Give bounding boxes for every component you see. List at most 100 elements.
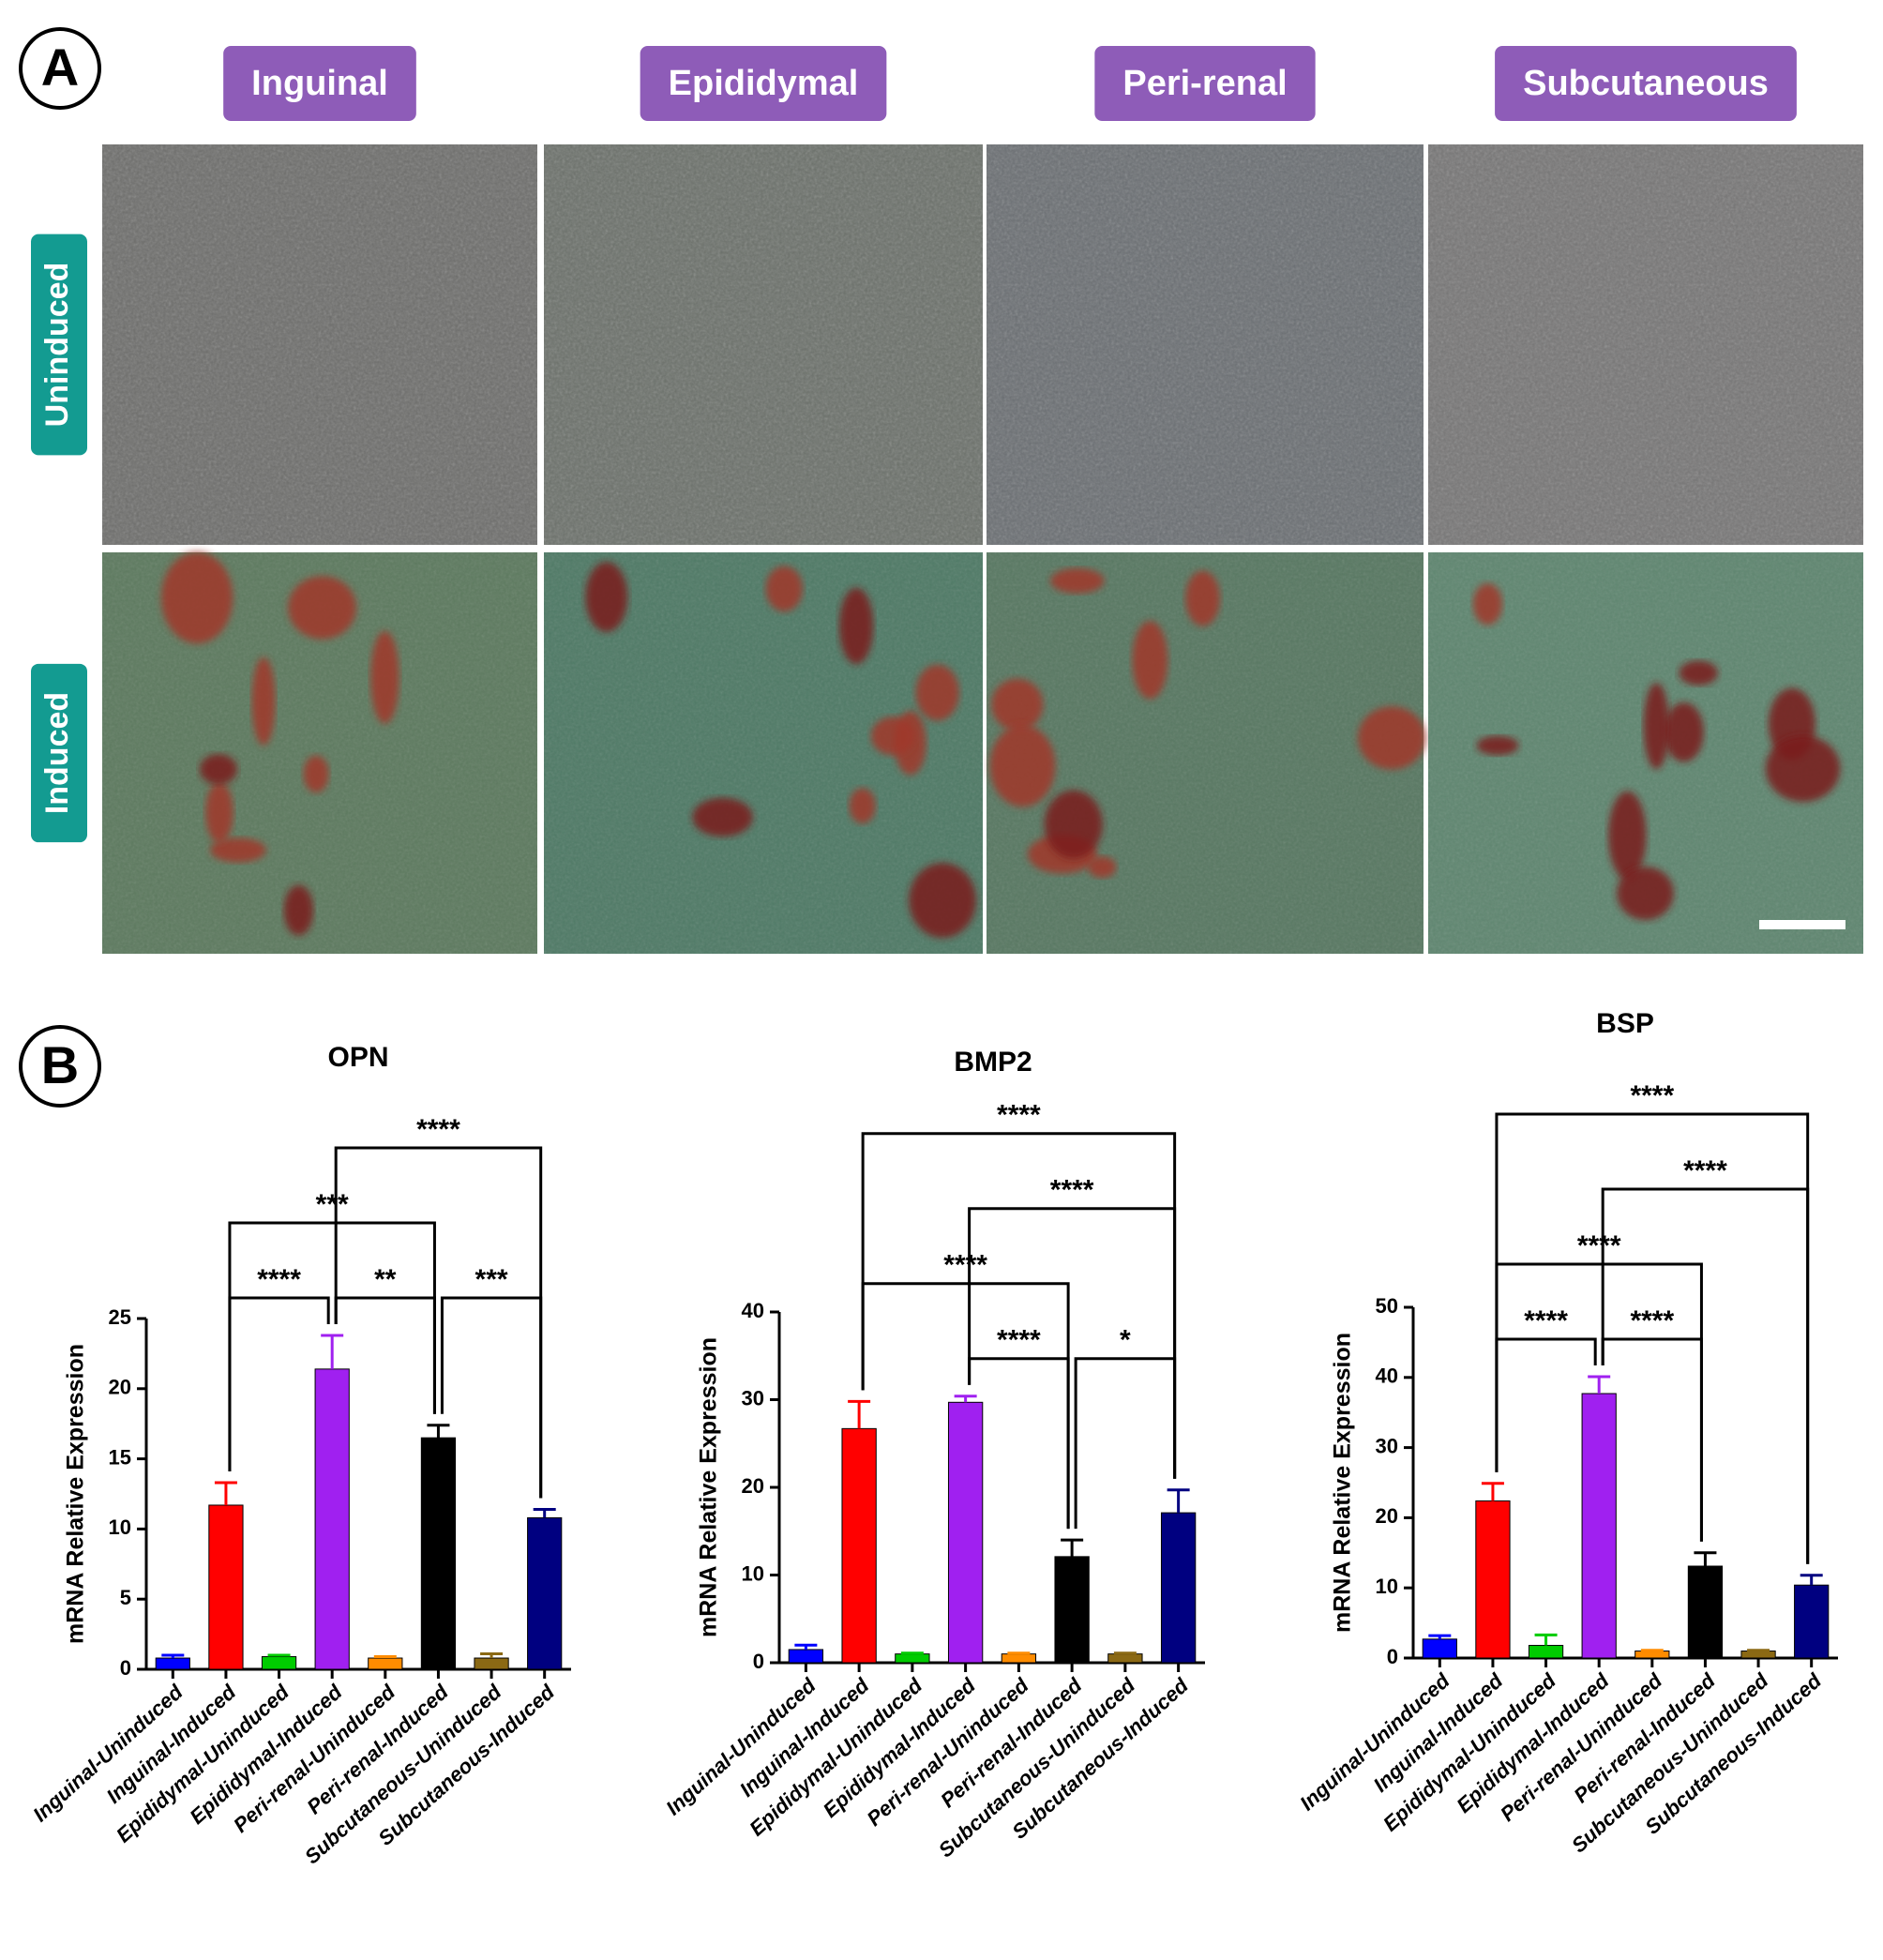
stained-nodule <box>370 630 399 724</box>
micrograph <box>544 144 983 545</box>
stained-nodule <box>915 664 959 721</box>
significance-bracket <box>968 1357 1070 1530</box>
error-bar <box>373 1655 397 1659</box>
stained-nodule <box>1608 791 1647 881</box>
chart-title: BMP2 <box>954 1047 1032 1078</box>
y-tick-label: 0 <box>753 1650 764 1673</box>
y-axis-label: mRNA Relative Expression <box>1330 1333 1356 1633</box>
error-bar <box>1534 1633 1558 1646</box>
bar <box>208 1504 244 1670</box>
bar <box>368 1657 403 1670</box>
significance-bracket <box>1601 1187 1810 1564</box>
error-bar <box>1428 1634 1452 1639</box>
micrograph <box>1428 144 1863 545</box>
stained-nodule <box>909 863 976 938</box>
row-label: Uninduced <box>39 263 75 428</box>
significance-label: *** <box>475 1264 508 1295</box>
chart-title: OPN <box>327 1042 388 1073</box>
stained-nodule <box>839 587 874 665</box>
chart-title: BSP <box>1596 1008 1654 1039</box>
error-bar <box>1481 1482 1504 1501</box>
row-label: Induced <box>39 692 75 814</box>
error-bar <box>1588 1375 1611 1394</box>
bar <box>314 1368 350 1670</box>
error-bar <box>533 1507 556 1518</box>
micrograph <box>102 144 537 545</box>
stained-nodule <box>303 755 329 793</box>
error-bar <box>480 1652 504 1659</box>
y-tick-label: 30 <box>1376 1434 1398 1457</box>
significance-label: **** <box>1683 1155 1727 1186</box>
header-box <box>31 663 87 843</box>
y-tick-label: 25 <box>109 1305 131 1329</box>
bar <box>527 1516 563 1670</box>
y-tick-label: 40 <box>1376 1364 1398 1388</box>
error-bar <box>954 1395 977 1403</box>
column-label: Epididymal <box>669 64 859 103</box>
significance-bracket <box>440 1296 543 1499</box>
micrograph-texture <box>987 144 1424 545</box>
stained-nodule <box>1050 567 1105 594</box>
bar <box>1054 1556 1090 1664</box>
header-box <box>223 46 416 121</box>
significance-label: **** <box>1577 1230 1621 1261</box>
stained-nodule <box>1472 583 1503 626</box>
bar <box>420 1437 457 1670</box>
significance-label: **** <box>997 1100 1041 1131</box>
panel-badge <box>19 1025 101 1108</box>
header-box <box>1094 46 1316 121</box>
column-header: Inguinal <box>223 46 416 121</box>
significance-bracket <box>228 1296 330 1472</box>
y-tick-label: 20 <box>1376 1504 1398 1528</box>
stained-nodule <box>200 754 237 785</box>
y-tick-label: 50 <box>1376 1294 1398 1318</box>
stained-nodule <box>1088 856 1117 879</box>
y-tick-label: 30 <box>742 1386 764 1410</box>
y-tick-label: 40 <box>742 1299 764 1322</box>
bar <box>947 1401 984 1664</box>
significance-label: **** <box>997 1325 1041 1356</box>
bar <box>261 1656 297 1670</box>
significance-bracket <box>1495 1337 1597 1472</box>
bar <box>1475 1500 1511 1659</box>
column-label: Inguinal <box>251 64 388 103</box>
significance-bracket <box>861 1132 1177 1479</box>
micrograph-texture <box>544 144 983 545</box>
column-header: Peri-renal <box>1094 46 1316 121</box>
micrograph-texture <box>1428 144 1863 545</box>
significance-bracket <box>334 1296 436 1414</box>
micrograph <box>987 144 1424 545</box>
micrograph <box>102 551 537 954</box>
stained-nodule <box>161 551 233 644</box>
significance-label: *** <box>316 1189 349 1220</box>
header-box <box>31 234 87 456</box>
bar <box>155 1657 190 1670</box>
error-bar <box>1061 1538 1084 1557</box>
y-tick-label: 15 <box>109 1445 131 1469</box>
stained-nodule <box>989 724 1056 807</box>
stained-nodule <box>1358 706 1426 770</box>
micrograph-texture <box>102 144 537 545</box>
panel-badge <box>19 27 101 110</box>
bar <box>1422 1638 1457 1659</box>
stained-nodule <box>1185 570 1220 626</box>
significance-label: **** <box>1630 1305 1674 1336</box>
row-header: Uninduced <box>31 234 87 456</box>
stained-nodule <box>288 576 356 640</box>
error-bar <box>1167 1488 1190 1514</box>
significance-bracket <box>1601 1337 1703 1542</box>
stained-nodule <box>1679 660 1719 686</box>
panel-label: A <box>41 38 79 97</box>
significance-label: ** <box>374 1264 397 1295</box>
bar <box>1107 1653 1143 1664</box>
significance-bracket <box>1495 1112 1810 1564</box>
stained-nodule <box>210 837 266 863</box>
stained-nodule <box>692 797 753 837</box>
stained-nodule <box>1132 621 1168 700</box>
bar <box>1528 1645 1564 1659</box>
bar <box>841 1427 877 1664</box>
y-axis-label: mRNA Relative Expression <box>63 1344 89 1644</box>
error-bar <box>427 1424 450 1439</box>
stained-nodule <box>1643 683 1669 770</box>
